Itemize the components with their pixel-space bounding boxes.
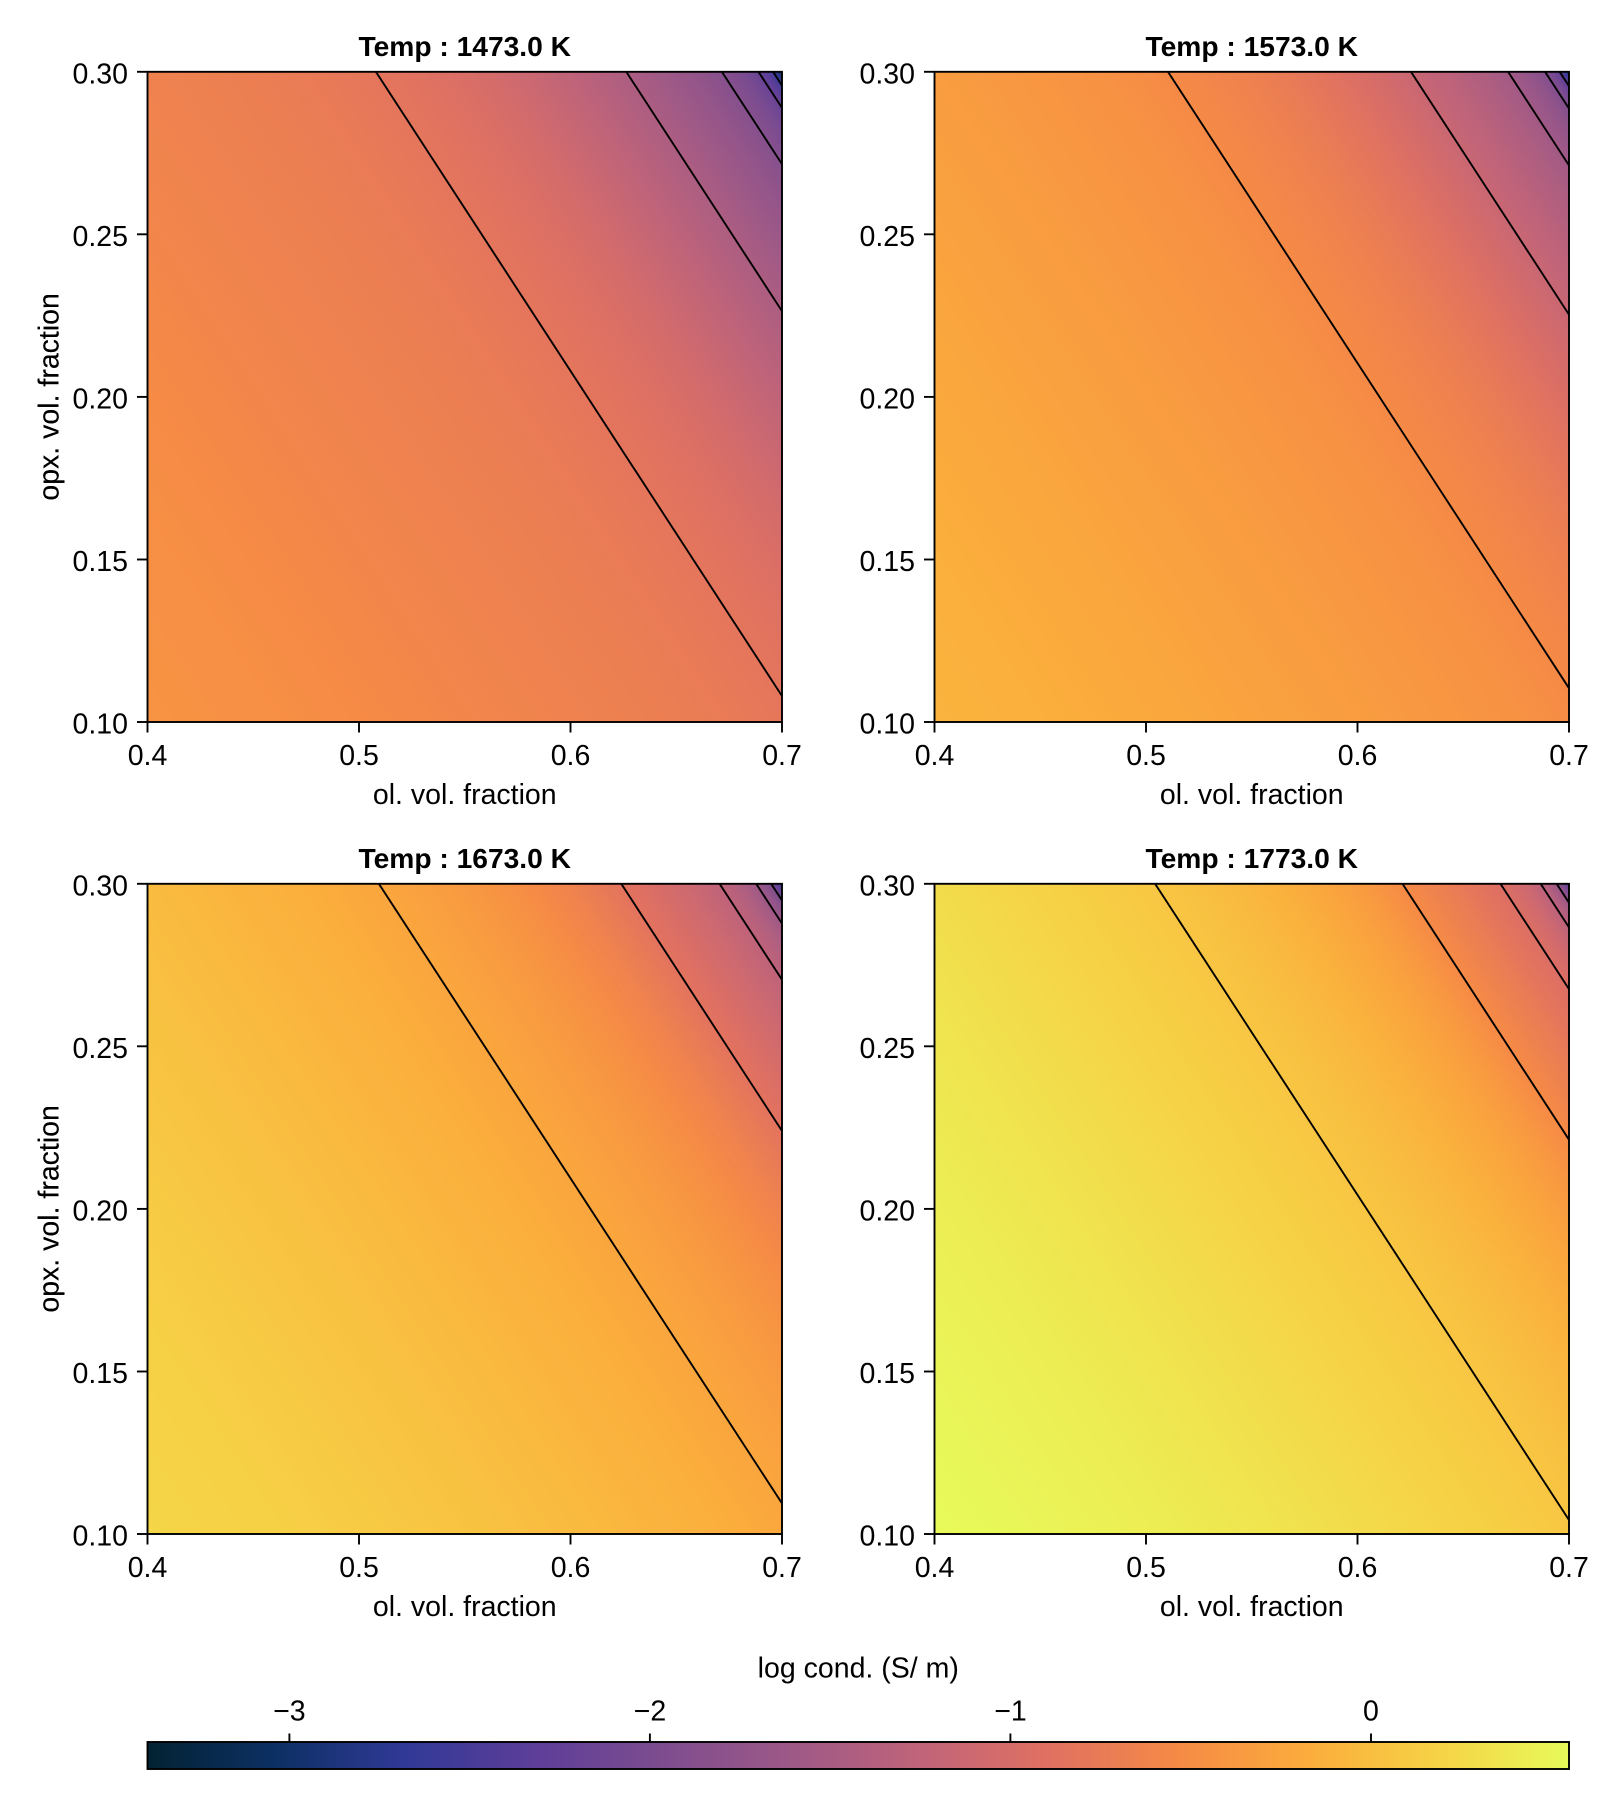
svg-text:0.25: 0.25 [73,1033,128,1065]
svg-text:−1: −1 [994,1696,1027,1728]
svg-text:0.25: 0.25 [860,221,915,253]
svg-text:0.5: 0.5 [339,740,379,772]
svg-text:opx. vol. fraction: opx. vol. fraction [34,293,66,501]
svg-text:0.4: 0.4 [915,740,955,772]
svg-text:0.6: 0.6 [551,1552,591,1584]
svg-text:ol. vol. fraction: ol. vol. fraction [373,1591,557,1623]
svg-text:0.7: 0.7 [1549,1552,1589,1584]
svg-text:0.15: 0.15 [860,546,915,578]
svg-text:0.30: 0.30 [860,58,915,90]
svg-text:0.15: 0.15 [73,546,128,578]
svg-text:0.6: 0.6 [1338,740,1378,772]
svg-text:0.7: 0.7 [1549,740,1589,772]
svg-text:0.6: 0.6 [551,740,591,772]
svg-text:0.4: 0.4 [915,1552,955,1584]
svg-text:0.5: 0.5 [339,1552,379,1584]
svg-text:0.5: 0.5 [1126,740,1166,772]
svg-text:ol. vol. fraction: ol. vol. fraction [1160,1591,1344,1623]
svg-text:0.10: 0.10 [73,709,128,741]
svg-text:0.30: 0.30 [73,870,128,902]
svg-text:0.25: 0.25 [860,1033,915,1065]
svg-text:log cond. (S/ m): log cond. (S/ m) [758,1653,959,1685]
svg-text:0.30: 0.30 [73,58,128,90]
svg-text:ol. vol. fraction: ol. vol. fraction [373,779,557,811]
svg-text:opx. vol. fraction: opx. vol. fraction [34,1105,66,1313]
svg-text:0.5: 0.5 [1126,1552,1166,1584]
svg-text:0.10: 0.10 [860,1521,915,1553]
svg-text:0.4: 0.4 [128,1552,168,1584]
svg-text:Temp : 1773.0 K: Temp : 1773.0 K [1145,842,1358,874]
svg-text:0.30: 0.30 [860,870,915,902]
svg-text:0.10: 0.10 [73,1521,128,1553]
svg-text:0.20: 0.20 [73,1196,128,1228]
svg-text:0.7: 0.7 [762,1552,802,1584]
svg-text:opx. vol. fraction: opx. vol. fraction [34,293,66,501]
svg-text:−2: −2 [634,1696,667,1728]
svg-text:−3: −3 [273,1696,306,1728]
svg-text:0.10: 0.10 [860,709,915,741]
svg-text:0.20: 0.20 [860,1196,915,1228]
svg-text:0.7: 0.7 [762,740,802,772]
svg-text:0: 0 [1363,1696,1379,1728]
svg-text:0.20: 0.20 [860,384,915,416]
svg-text:0.20: 0.20 [73,384,128,416]
svg-text:Temp : 1573.0 K: Temp : 1573.0 K [1145,30,1358,62]
svg-text:0.6: 0.6 [1338,1552,1378,1584]
svg-text:0.25: 0.25 [73,221,128,253]
svg-text:Temp : 1673.0 K: Temp : 1673.0 K [358,842,571,874]
svg-text:0.4: 0.4 [128,740,168,772]
svg-text:0.15: 0.15 [73,1358,128,1390]
svg-text:Temp : 1473.0 K: Temp : 1473.0 K [358,30,571,62]
svg-text:0.15: 0.15 [860,1358,915,1390]
svg-text:ol. vol. fraction: ol. vol. fraction [1160,779,1344,811]
svg-text:opx. vol. fraction: opx. vol. fraction [34,1105,66,1313]
